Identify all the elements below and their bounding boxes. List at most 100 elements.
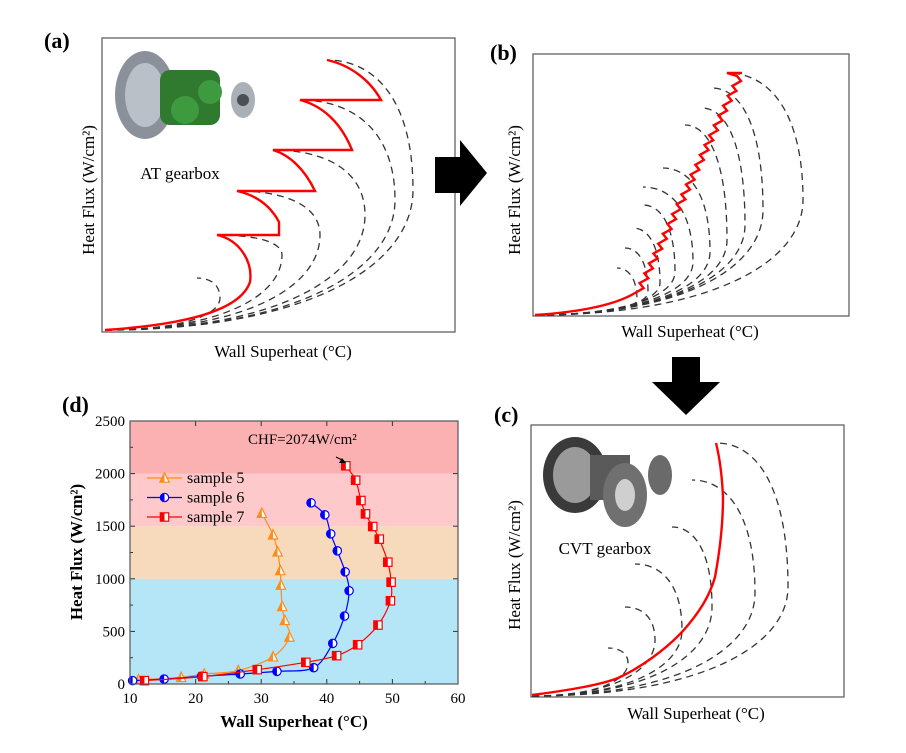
sample-7-point-fill bbox=[353, 640, 358, 649]
panel-c-dashed-curve bbox=[531, 563, 683, 697]
sample-7-point-fill bbox=[198, 672, 203, 681]
panel-c-xlabel: Wall Superheat (°C) bbox=[627, 704, 765, 723]
sample-6-legend-marker-fill bbox=[160, 493, 165, 502]
panel-a-label: (a) bbox=[44, 28, 70, 53]
sample-7-point-fill bbox=[386, 577, 392, 587]
sample-6-legend-label: sample 6 bbox=[187, 490, 244, 507]
sample-7-legend-marker-fill bbox=[160, 512, 165, 522]
sample-6-point-fill bbox=[340, 567, 346, 577]
panel-b-dashed-curve bbox=[534, 167, 711, 316]
sample-5-point-fill bbox=[257, 508, 262, 518]
sample-7-legend-label: sample 7 bbox=[187, 509, 244, 526]
panel-c-ylabel: Heat Flux (W/cm²) bbox=[505, 500, 524, 630]
sample-6-point-fill bbox=[333, 546, 338, 556]
sample-7-line bbox=[144, 465, 393, 682]
panel-c-dashed-curve bbox=[531, 442, 789, 697]
panel-b-dashed-curve bbox=[534, 227, 661, 316]
plot-frame bbox=[129, 420, 459, 685]
sample-5-point-fill bbox=[268, 651, 274, 661]
sample-5-point-fill bbox=[280, 615, 285, 625]
sample-6-point-fill bbox=[272, 667, 277, 676]
sample-7-point-fill bbox=[253, 665, 258, 674]
x-axis-label: Wall Superheat (°C) bbox=[220, 712, 368, 731]
sample-7-point-fill bbox=[361, 509, 366, 519]
sample-5-point-fill bbox=[272, 546, 278, 557]
sample-6-point-fill bbox=[326, 529, 331, 539]
background-bands bbox=[130, 421, 458, 684]
sample-6-point-fill bbox=[328, 639, 333, 648]
background-band bbox=[130, 578, 458, 684]
sample-7-point-fill bbox=[386, 596, 391, 605]
sample-7-point-fill bbox=[368, 522, 373, 531]
panel-a-dashed-curve bbox=[104, 277, 221, 331]
axes: 10 20 30 40 50 60 0 500 1000 1500 2000 2500 bbox=[95, 414, 466, 707]
arrow-right-icon bbox=[435, 140, 487, 206]
x-tick-label: 50 bbox=[385, 691, 400, 707]
background-band bbox=[130, 421, 458, 474]
panel-b-xlabel: Wall Superheat (°C) bbox=[621, 322, 759, 341]
arrow-down-icon bbox=[652, 357, 720, 415]
x-tick-label: 40 bbox=[319, 691, 334, 707]
sample-5-point-fill bbox=[284, 631, 290, 642]
panel-c: (c) Heat Flux (W/cm²) Wall Superheat (°C… bbox=[494, 402, 845, 723]
panel-a-dashed-curve bbox=[104, 190, 321, 331]
chf-annotation: CHF=2074W/cm² bbox=[248, 432, 357, 448]
sample-5-point-fill bbox=[268, 529, 274, 540]
panel-b-dashed-curve bbox=[534, 267, 638, 316]
panel-a: (a) Heat Flux (W/cm²) Wall Superheat (°C… bbox=[44, 28, 456, 361]
panel-a-dashed-curve bbox=[104, 234, 283, 331]
sample-7-point-fill bbox=[356, 496, 361, 505]
panel-b-frame bbox=[532, 53, 850, 317]
sample-7-point-fill bbox=[332, 651, 337, 660]
panel-c-label: (c) bbox=[494, 402, 518, 427]
sample-5-legend-label: sample 5 bbox=[187, 470, 244, 487]
sample-7-point-fill bbox=[351, 476, 356, 485]
sample-5-legend-marker-fill bbox=[159, 472, 165, 483]
series bbox=[127, 461, 396, 686]
panel-b-ylabel: Heat Flux (W/cm²) bbox=[505, 125, 524, 255]
y-tick-label: 2000 bbox=[95, 467, 125, 483]
panel-c-smooth-curve bbox=[531, 442, 725, 697]
cvt-gearbox-image bbox=[543, 437, 672, 527]
x-tick-label: 10 bbox=[123, 691, 138, 707]
panel-a-dashed-curve bbox=[104, 59, 414, 331]
legend: sample 5 sample 6 sample 7 bbox=[147, 470, 244, 526]
panel-c-dashed-curve bbox=[531, 479, 756, 697]
sample-5-point-fill bbox=[276, 579, 281, 590]
cvt-gearbox-caption: CVT gearbox bbox=[559, 539, 652, 558]
sample-7-point-fill bbox=[383, 557, 388, 567]
sample-6-point-fill bbox=[320, 510, 325, 520]
sample-6-point-fill bbox=[306, 498, 312, 508]
panel-d-label: (d) bbox=[62, 392, 89, 417]
panel-a-dashed-curve bbox=[104, 99, 396, 331]
y-axis-label: Heat Flux (W/cm²) bbox=[67, 484, 86, 620]
at-gearbox-caption: AT gearbox bbox=[140, 164, 220, 183]
sample-5-point-fill bbox=[275, 565, 281, 575]
panel-b-dashed-curve bbox=[534, 87, 764, 316]
sample-5-point-fill bbox=[277, 601, 283, 611]
panel-b-zigzag-curve bbox=[534, 71, 743, 317]
x-tick-label: 30 bbox=[254, 691, 269, 707]
panel-b-label: (b) bbox=[490, 40, 517, 65]
sample-7-point-fill bbox=[301, 658, 306, 667]
sample-7-point-fill bbox=[140, 676, 145, 685]
panel-b-dashed-curve bbox=[534, 72, 804, 316]
sample-7-point-fill bbox=[341, 461, 346, 471]
at-gearbox-image bbox=[115, 51, 255, 139]
panel-a-stepped-curve bbox=[104, 58, 384, 332]
x-tick-label: 60 bbox=[451, 691, 466, 707]
y-tick-label: 0 bbox=[118, 677, 126, 693]
panel-b-dashed-curves bbox=[534, 72, 804, 316]
panel-c-dashed-curve bbox=[531, 606, 656, 697]
sample-5-point-fill bbox=[176, 672, 182, 682]
sample-7-point-fill bbox=[373, 620, 378, 630]
panel-c-dashed-curve bbox=[531, 526, 713, 697]
panel-b-dashed-curve bbox=[534, 124, 728, 316]
background-band bbox=[130, 473, 458, 527]
sample-7-point-fill bbox=[375, 534, 380, 544]
sample-6-point-fill bbox=[344, 586, 350, 595]
y-tick-label: 500 bbox=[103, 624, 126, 640]
background-band bbox=[130, 526, 458, 579]
panel-b: (b) Heat Flux (W/cm²) Wall Superheat (°C… bbox=[490, 40, 850, 341]
